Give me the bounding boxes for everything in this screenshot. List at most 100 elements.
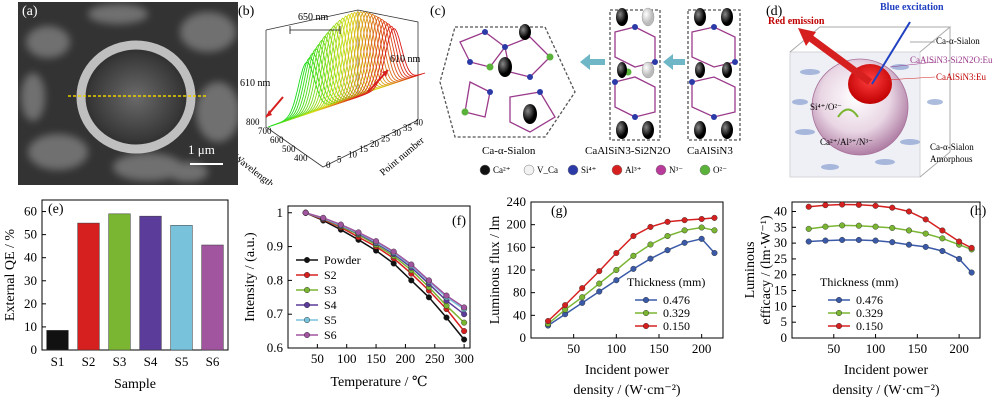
data-point (698, 216, 705, 223)
x-axis-label: Incident power (585, 363, 670, 378)
legend-marker-4 (303, 316, 310, 323)
data-point (822, 202, 829, 209)
legend-label-1: V_Ca (537, 165, 558, 175)
y-tick-label: 0.6 (267, 340, 284, 355)
data-point (302, 209, 309, 216)
x-tick-label: 300 (454, 351, 474, 366)
label-blue-excitation: Blue excitation (880, 2, 944, 13)
y-tick-label: 0.7 (267, 306, 284, 321)
data-point (711, 214, 718, 221)
y-tick-label: 0 (781, 330, 788, 345)
series-line-0 (808, 239, 973, 274)
chart-external-qe: 0 10 20 30 40 50 60 S1 S2 S3 S4 S5 S6 Sample External … (3, 199, 229, 392)
x-axis-label: Incident power (844, 363, 929, 378)
series-line-0 (305, 212, 465, 340)
legend-label-5: O²⁻ (713, 165, 727, 175)
wavelength-tick-label: 600 (270, 135, 284, 145)
point-number-tick-label: 25 (381, 134, 391, 144)
data-point (443, 314, 450, 321)
data-point (630, 252, 637, 259)
data-point (425, 294, 432, 301)
legend-label-1: 0.329 (856, 306, 883, 320)
structure-label-2: CaAlSiN3-Si2N2O (585, 145, 671, 157)
data-point (461, 311, 468, 318)
data-point (805, 203, 812, 210)
data-point (822, 223, 829, 230)
legend-label-4: S5 (324, 313, 337, 327)
data-point (805, 225, 812, 232)
legend-label-3: S4 (324, 298, 337, 312)
x-tick-label: 150 (366, 351, 386, 366)
data-point (579, 285, 586, 292)
data-point (968, 269, 975, 276)
label-amorphous: Amorphous (930, 154, 973, 164)
crystal-structures: Ca²⁺ V_Ca Si⁴⁺ Al³⁺ N³⁻ O²⁻ (439, 7, 741, 176)
y-tick-label: 40 (24, 250, 37, 265)
legend-marker-2 (835, 322, 842, 329)
y-axis-label: Luminous flux / lm (488, 216, 503, 325)
data-point (698, 224, 705, 231)
data-point (545, 317, 552, 324)
label-si-o: Si⁴⁺/O²⁻ (810, 102, 842, 112)
legend-marker-5 (699, 164, 711, 176)
data-point (939, 248, 946, 255)
sem-image (18, 2, 238, 185)
panel-b: 800 700 600 500 400 0 5 10 15 20 25 30 35 40 (b) 650… (238, 2, 430, 185)
bar-S5 (170, 225, 193, 351)
legend-marker-0 (479, 164, 491, 176)
data-point (922, 216, 929, 223)
data-point (596, 280, 603, 287)
data-point (579, 299, 586, 306)
data-point (337, 221, 344, 228)
data-point (698, 235, 705, 242)
data-point (905, 227, 912, 234)
structure-ca-alpha-sialon (439, 26, 576, 138)
x-tick-label: 100 (607, 341, 627, 356)
data-point (390, 260, 397, 267)
point-number-tick-label: 35 (403, 123, 413, 133)
panel-a: (a) 1 μm (18, 2, 238, 185)
chart-luminous-flux: 0 40 80 120 160 200 240 50 100 150 200 Thickness (m… (488, 194, 724, 398)
emission-schematic (789, 21, 952, 178)
data-point (613, 277, 620, 284)
label-red-emission: Red emission (768, 16, 825, 27)
plot-frame (791, 201, 981, 339)
x-axis-label: Sample (114, 377, 156, 392)
data-point (872, 223, 879, 230)
x-axis-label: Temperature / ℃ (330, 375, 427, 390)
data-point (613, 250, 620, 257)
panel-c: Ca²⁺ V_Ca Si⁴⁺ Al³⁺ N³⁻ O²⁻ (c) Ca-α-Sialon C… (430, 2, 750, 185)
legend-label-2: 0.150 (663, 319, 690, 333)
bar-S3 (108, 213, 131, 351)
plot-frame (41, 199, 229, 351)
x-tick-label: 200 (949, 341, 969, 356)
legend-label-2: Si⁴⁺ (581, 165, 597, 175)
y-axis-label: Intensity / (a.u.) (243, 232, 258, 322)
data-point (855, 236, 862, 243)
bar-S4 (139, 215, 162, 351)
y-tick-label: 0.8 (267, 272, 283, 287)
legend-marker-3 (303, 301, 310, 308)
data-point (461, 319, 468, 326)
point-number-tick-label: 15 (359, 144, 369, 154)
data-point (579, 294, 586, 301)
spectrum-curve (354, 27, 426, 99)
point-number-tick-label: 10 (348, 149, 358, 159)
legend-marker-0 (642, 296, 649, 303)
panel-d: (d) Red emission Blue excitation Ca-α-Si… (760, 2, 1000, 185)
x-tick-label: 50 (311, 351, 324, 366)
y-tick-label: 1 (277, 205, 284, 220)
data-point (872, 237, 879, 244)
legend-marker-2 (642, 322, 649, 329)
bar-S6 (201, 244, 224, 351)
x-tick-label: 150 (908, 341, 928, 356)
x-tick-label: 200 (692, 341, 712, 356)
panel-label-b: (b) (238, 4, 255, 19)
x-category-label: S2 (82, 354, 96, 369)
legend-title: Thickness (mm) (627, 275, 705, 289)
data-point (355, 229, 362, 236)
panel-e: 0 10 20 30 40 50 60 S1 S2 S3 S4 S5 S6 Sample External … (0, 192, 240, 413)
x-tick-label: 200 (396, 351, 416, 366)
y-tick-label: 30 (774, 235, 787, 250)
